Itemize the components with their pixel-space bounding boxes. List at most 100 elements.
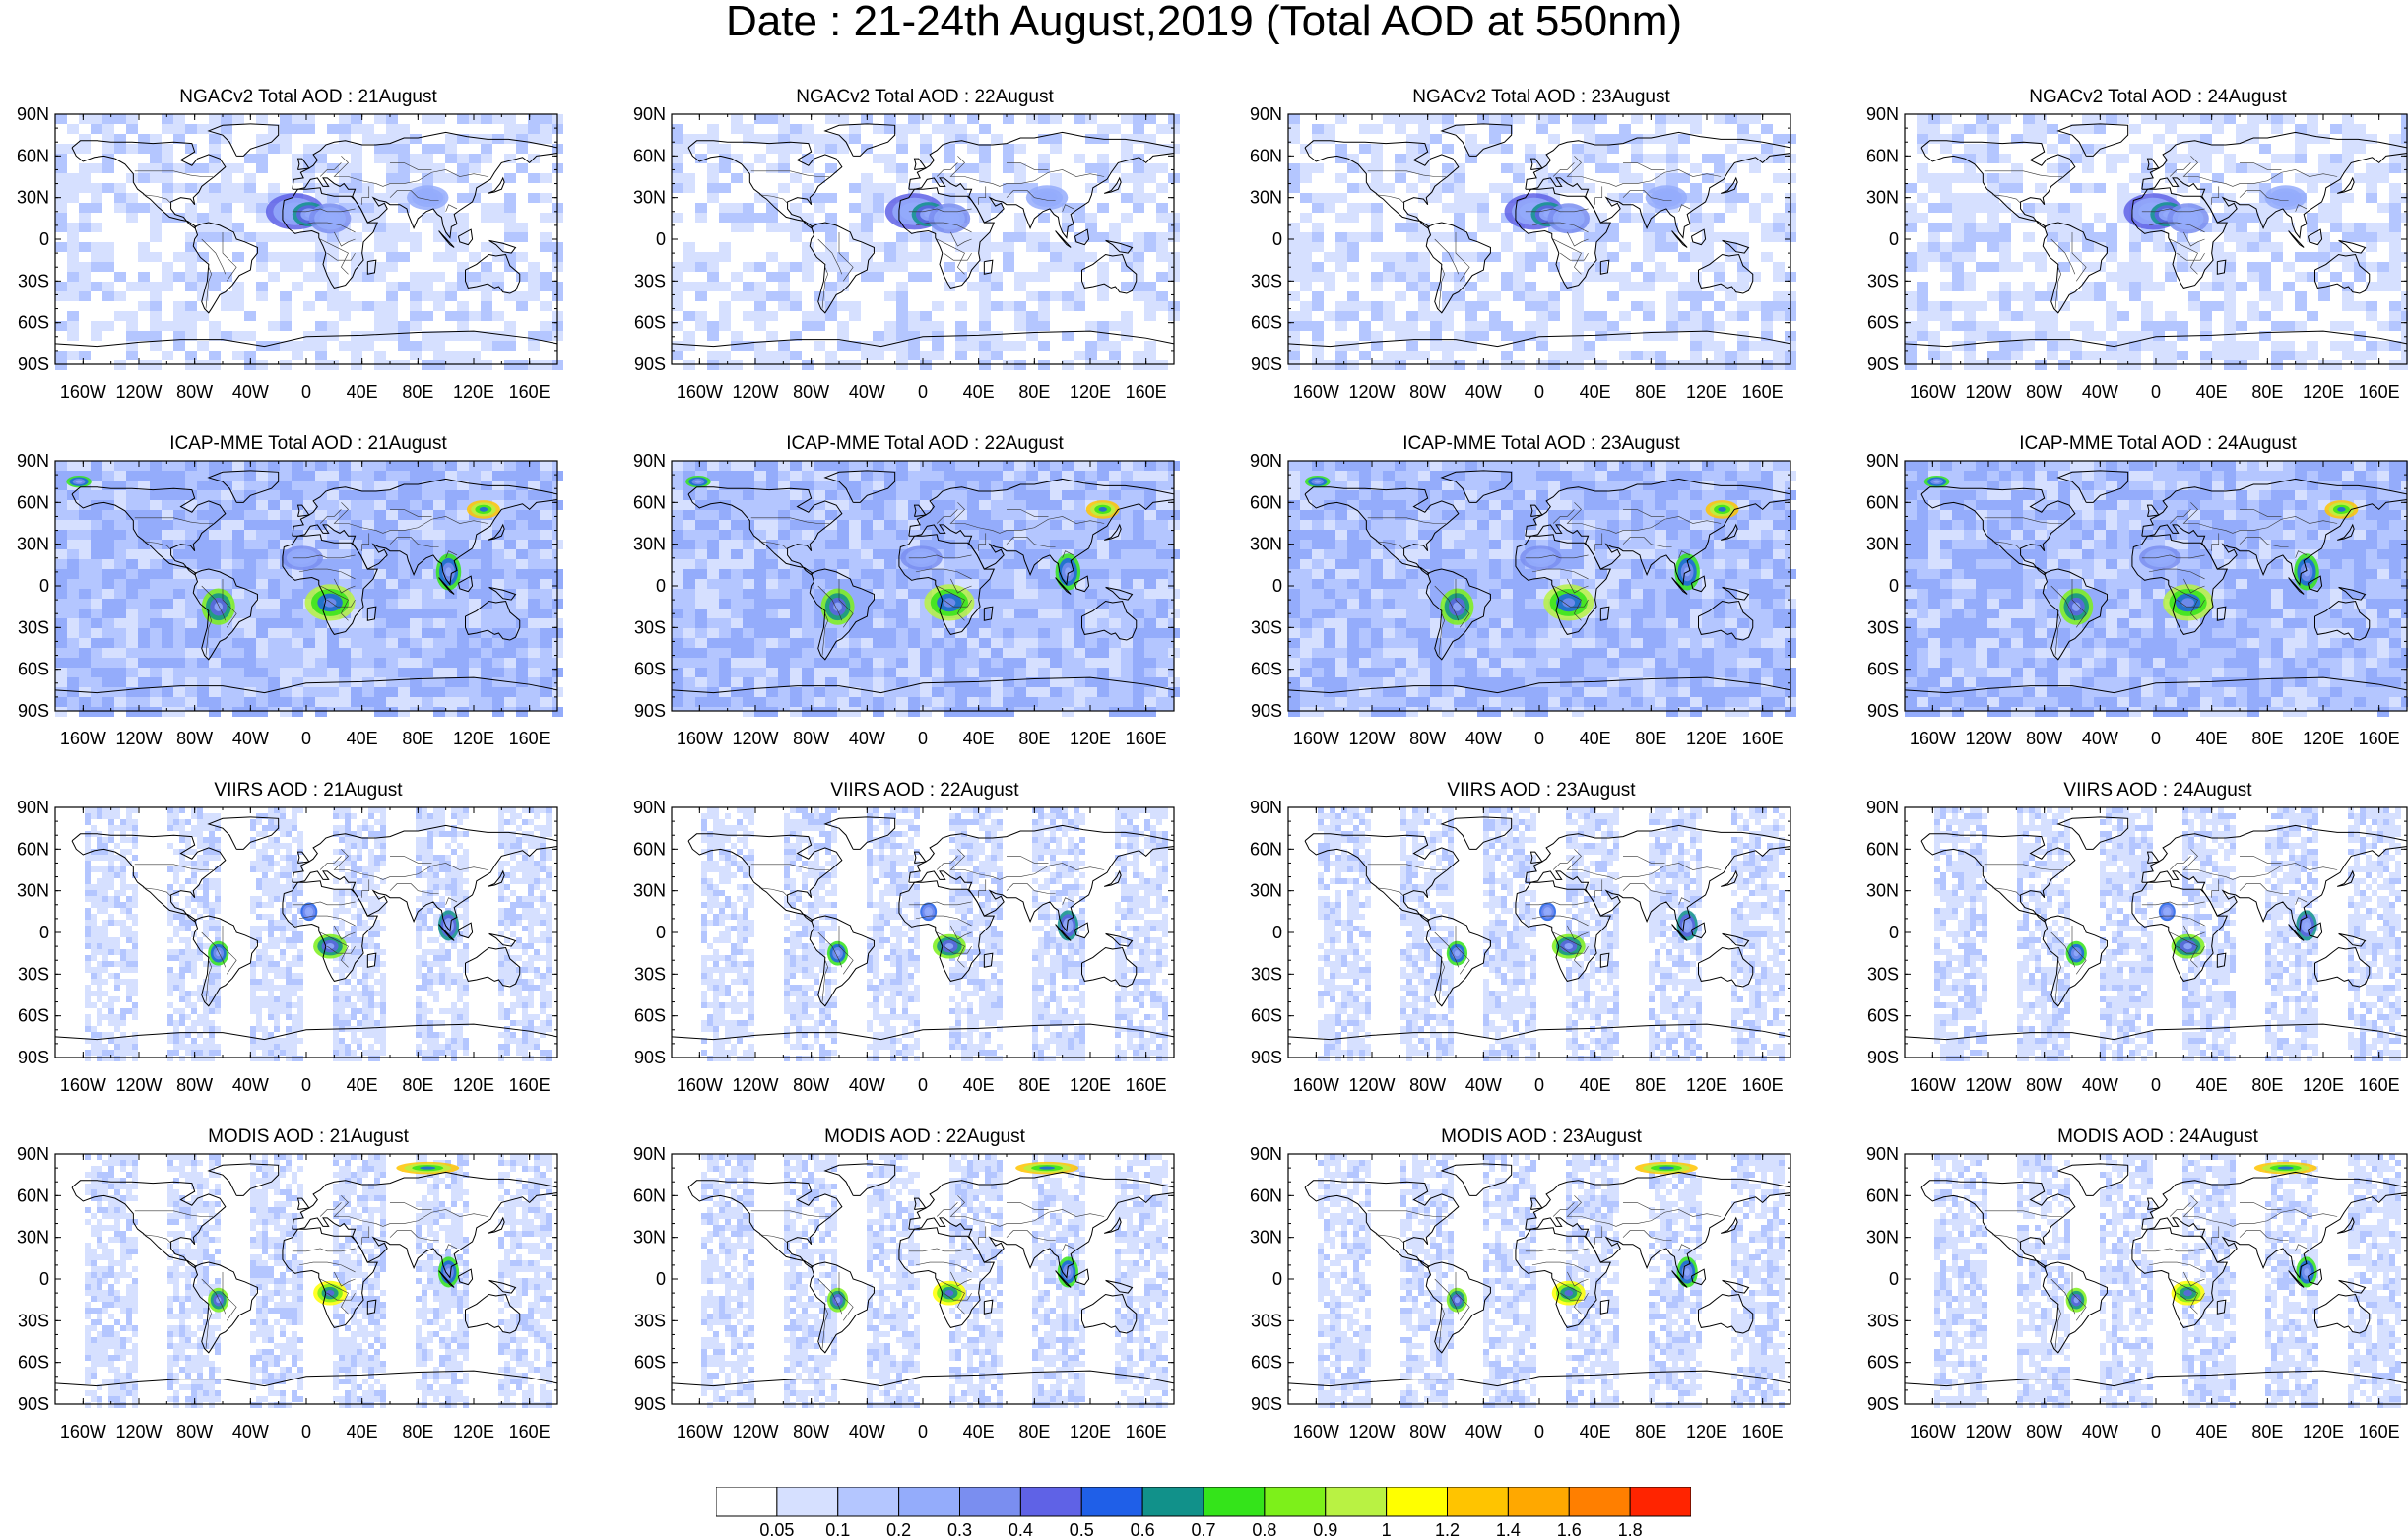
lon-tick-label: 0 <box>1534 729 1544 748</box>
country-borders <box>1984 156 2338 309</box>
coastlines <box>671 123 1175 348</box>
lat-tick-label: 60S <box>634 1353 666 1373</box>
map-panel: MODIS AOD : 21August 90N 60N 30N 0 30S 60S 90S 1… <box>0 1126 617 1473</box>
lat-tick-label: 30S <box>634 964 666 984</box>
lon-tick-label: 40E <box>963 1075 995 1095</box>
lon-tick-label: 120W <box>1348 1075 1395 1095</box>
coastlines <box>1287 1163 1791 1387</box>
lat-tick-label: 30N <box>633 535 666 554</box>
map-panel: VIIRS AOD : 22August 90N 60N 30N 0 30S 60S 90S 1… <box>617 780 1233 1126</box>
lon-tick-label: 160E <box>1742 729 1784 748</box>
colorbar-swatch <box>1629 1487 1691 1517</box>
coastlines <box>1287 816 1791 1041</box>
lat-tick-label: 30S <box>1867 964 1899 984</box>
lon-tick-label: 160W <box>1910 382 1956 402</box>
lon-tick-label: 80W <box>176 1422 213 1442</box>
panel-title: VIIRS AOD : 21August <box>0 780 617 802</box>
world-map: 90N 60N 30N 0 30S 60S 90S 160W 120W 80W 40W 0 40E 80E… <box>1250 1144 1791 1442</box>
lon-tick-label: 40W <box>849 1075 885 1095</box>
lat-tick-label: 30N <box>1250 881 1282 901</box>
colorbar-swatch <box>716 1487 778 1517</box>
lon-tick-label: 160E <box>509 382 551 402</box>
colorbar-label: 1 <box>1382 1520 1392 1539</box>
lon-tick-label: 160W <box>60 382 106 402</box>
lon-tick-label: 80W <box>1409 729 1446 748</box>
lat-tick-label: 0 <box>1889 576 1899 596</box>
lon-tick-label: 160E <box>1742 382 1784 402</box>
lon-tick-label: 160W <box>1293 382 1339 402</box>
map-panel: VIIRS AOD : 21August 90N 60N 30N 0 30S 60S 90S 1… <box>0 780 617 1126</box>
country-borders <box>750 849 1105 1002</box>
lon-tick-label: 120W <box>1965 1422 2011 1442</box>
colorbar-swatch <box>1507 1487 1570 1517</box>
lon-tick-label: 160W <box>1293 1075 1339 1095</box>
lat-tick-label: 60N <box>17 839 49 859</box>
aod-field <box>55 114 563 370</box>
lon-tick-label: 0 <box>301 1075 311 1095</box>
world-map: 90N 60N 30N 0 30S 60S 90S 160W 120W 80W 40W 0 40E 80E… <box>1866 104 2408 402</box>
lat-tick-label: 60N <box>1866 1186 1899 1205</box>
lat-tick-label: 90S <box>18 701 49 721</box>
panel-title: NGACv2 Total AOD : 22August <box>617 87 1233 108</box>
lon-tick-label: 0 <box>2151 729 2161 748</box>
map-panel: NGACv2 Total AOD : 23August 90N 60N 30N 0 30S… <box>1233 87 1850 433</box>
lon-tick-label: 160E <box>2359 1075 2400 1095</box>
lat-tick-label: 60N <box>1250 839 1282 859</box>
lon-tick-label: 0 <box>301 1422 311 1442</box>
colorbar-label: 0.2 <box>886 1520 911 1539</box>
lat-tick-label: 90S <box>1867 354 1899 374</box>
lon-tick-label: 0 <box>1534 1422 1544 1442</box>
lat-tick-label: 0 <box>656 229 666 249</box>
coastlines <box>671 470 1175 694</box>
lon-tick-label: 40E <box>2196 382 2228 402</box>
lon-tick-label: 80W <box>1409 382 1446 402</box>
lon-tick-label: 80E <box>1018 1422 1050 1442</box>
lon-tick-label: 40W <box>2082 1422 2118 1442</box>
lon-tick-label: 120W <box>115 382 162 402</box>
colorbar-swatch <box>1019 1487 1082 1517</box>
lon-tick-label: 120E <box>2303 729 2344 748</box>
lon-tick-label: 80W <box>1409 1422 1446 1442</box>
lat-tick-label: 30N <box>1866 881 1899 901</box>
lon-tick-label: 80E <box>1635 1422 1666 1442</box>
lon-tick-label: 120E <box>453 1075 494 1095</box>
lon-tick-label: 120E <box>2303 1075 2344 1095</box>
lon-tick-label: 80E <box>1018 1075 1050 1095</box>
lat-tick-label: 60S <box>634 1006 666 1026</box>
map-panel: MODIS AOD : 24August 90N 60N 30N 0 30S 60S 90S 1… <box>1850 1126 2408 1473</box>
lat-tick-label: 30S <box>1251 617 1282 637</box>
lat-tick-label: 30N <box>633 1228 666 1248</box>
lat-tick-label: 60N <box>633 492 666 512</box>
colorbar-swatch <box>1386 1487 1448 1517</box>
colorbar-label: 1.4 <box>1496 1520 1521 1539</box>
lon-tick-label: 120E <box>1686 1422 1727 1442</box>
world-map: 90N 60N 30N 0 30S 60S 90S 160W 120W 80W 40W 0 40E 80E… <box>17 1144 558 1442</box>
lon-tick-label: 40E <box>2196 1075 2228 1095</box>
country-borders <box>750 156 1105 309</box>
lon-tick-label: 120E <box>453 382 494 402</box>
lon-tick-label: 80W <box>2026 1075 2062 1095</box>
lon-tick-label: 120E <box>1070 729 1111 748</box>
aod-field <box>1288 807 1790 1061</box>
colorbar-swatch <box>776 1487 839 1517</box>
colorbar-label: 0.4 <box>1009 1520 1033 1539</box>
lat-tick-label: 90N <box>633 451 666 471</box>
map-panel: VIIRS AOD : 23August 90N 60N 30N 0 30S 60S 90S 1… <box>1233 780 1850 1126</box>
lat-tick-label: 30N <box>1866 1228 1899 1248</box>
colorbar-swatch <box>1325 1487 1388 1517</box>
world-map: 90N 60N 30N 0 30S 60S 90S 160W 120W 80W 40W 0 40E 80E… <box>1250 798 1791 1095</box>
lon-tick-label: 120W <box>115 1422 162 1442</box>
lat-tick-label: 90S <box>634 701 666 721</box>
colorbar-label: 0.1 <box>825 1520 850 1539</box>
lon-tick-label: 120E <box>2303 382 2344 402</box>
lat-tick-label: 60S <box>18 1006 49 1026</box>
lat-tick-label: 0 <box>1889 923 1899 942</box>
lat-tick-label: 60S <box>18 1353 49 1373</box>
lon-tick-label: 120E <box>1686 1075 1727 1095</box>
aod-field <box>1288 1154 1790 1408</box>
lon-tick-label: 160W <box>677 1075 723 1095</box>
aod-field <box>55 461 563 717</box>
lon-tick-label: 0 <box>301 729 311 748</box>
lat-tick-label: 60S <box>1867 313 1899 333</box>
world-map: 90N 60N 30N 0 30S 60S 90S 160W 120W 80W 40W 0 40E 80E… <box>17 104 563 402</box>
